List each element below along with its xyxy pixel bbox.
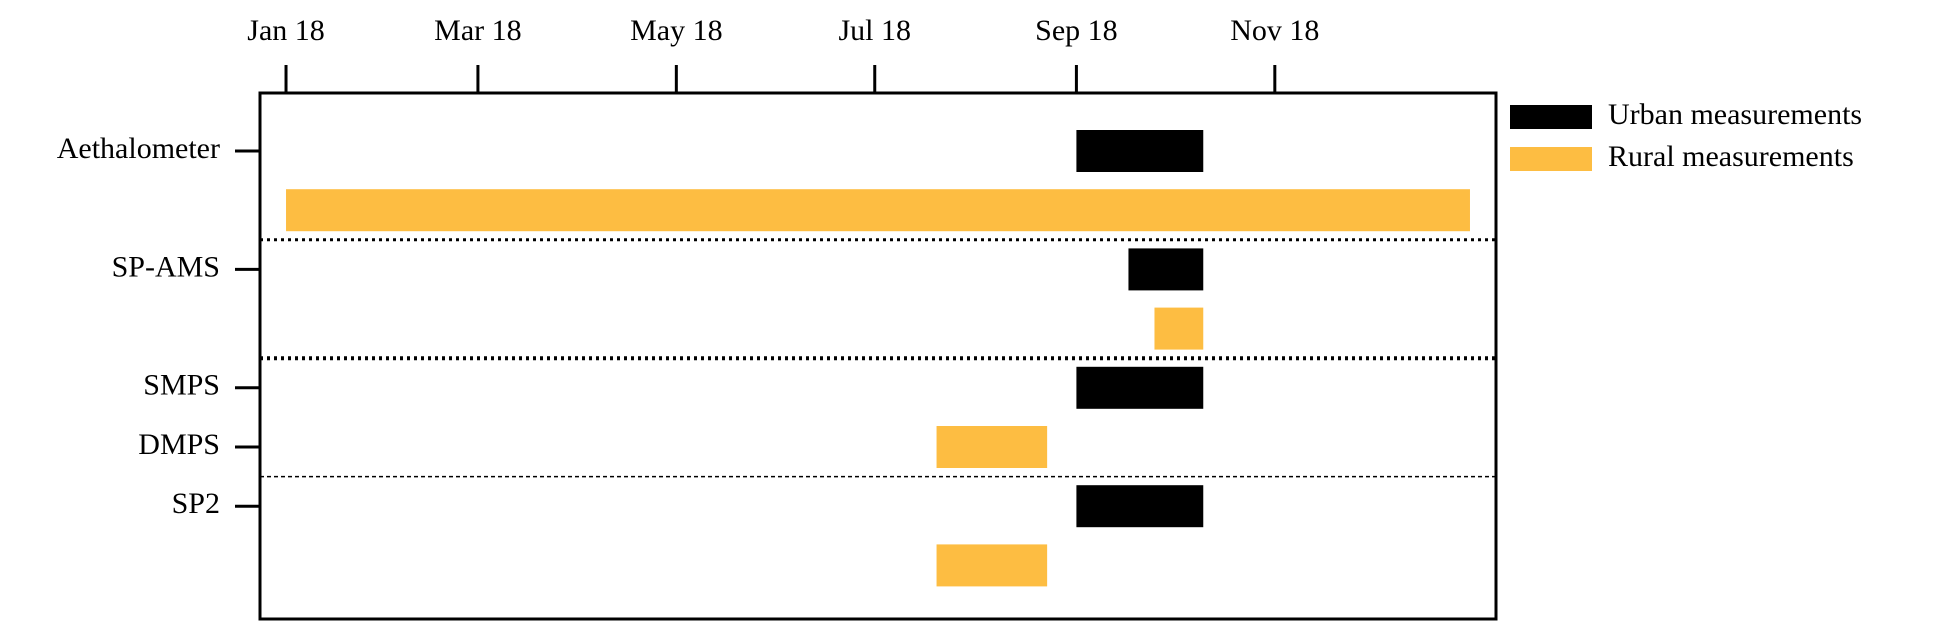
legend-label: Urban measurements bbox=[1608, 98, 1862, 131]
bar bbox=[936, 544, 1048, 587]
y-tick-label: SP-AMS bbox=[112, 250, 220, 283]
bar bbox=[1076, 366, 1204, 409]
x-tick-label: Nov 18 bbox=[1230, 14, 1319, 47]
y-tick-label: Aethalometer bbox=[57, 132, 220, 165]
y-tick-label: SP2 bbox=[172, 487, 220, 520]
legend-swatch bbox=[1510, 147, 1592, 171]
x-tick-label: Sep 18 bbox=[1035, 14, 1118, 47]
bar bbox=[1128, 248, 1204, 291]
x-tick-label: Jul 18 bbox=[838, 14, 911, 47]
plot-frame bbox=[258, 91, 1498, 621]
legend-swatch bbox=[1510, 105, 1592, 129]
bar bbox=[1076, 485, 1204, 528]
bar bbox=[936, 426, 1048, 468]
x-tick-label: Jan 18 bbox=[247, 14, 325, 47]
x-tick-label: Mar 18 bbox=[434, 14, 521, 47]
bar bbox=[1076, 130, 1204, 172]
y-tick-label: DMPS bbox=[138, 428, 220, 461]
legend-label: Rural measurements bbox=[1608, 140, 1854, 173]
x-tick-label: May 18 bbox=[630, 14, 723, 47]
bar bbox=[1154, 307, 1204, 350]
y-tick-label: SMPS bbox=[143, 369, 220, 402]
bar bbox=[286, 189, 1470, 232]
